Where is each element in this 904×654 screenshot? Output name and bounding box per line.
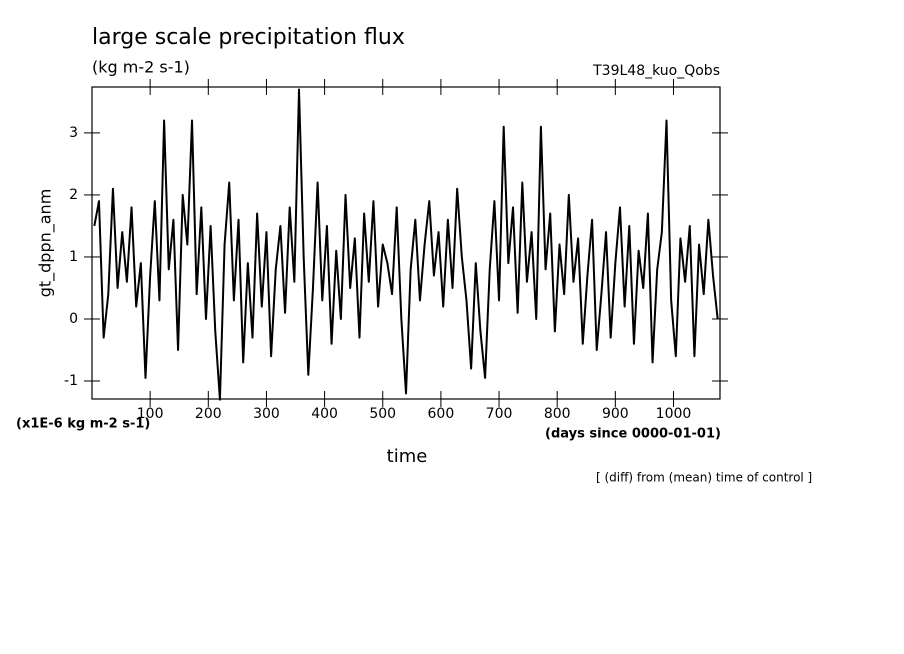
x-tick-label: 900	[602, 406, 629, 422]
y-tick-label: 1	[69, 249, 78, 265]
y-tick-label: 2	[69, 187, 78, 203]
y-axis-label: gt_dppn_anm	[36, 189, 56, 298]
subtitle: (kg m-2 s-1)	[92, 58, 190, 77]
note: [ (diff) from (mean) time of control ]	[596, 471, 812, 485]
y-tick-label: 3	[69, 125, 78, 141]
y-unit: (x1E-6 kg m-2 s-1)	[16, 417, 150, 432]
x-unit: (days since 0000-01-01)	[545, 427, 721, 442]
y-tick-label: -1	[64, 373, 78, 389]
x-tick-label: 700	[486, 406, 513, 422]
chart-title: large scale precipitation flux	[92, 25, 405, 50]
x-tick-label: 100	[137, 406, 164, 422]
x-tick-label: 200	[195, 406, 222, 422]
data-line	[93, 88, 719, 401]
x-axis-label: time	[387, 446, 428, 467]
x-tick-label: 800	[544, 406, 571, 422]
x-tick-label: 300	[253, 406, 280, 422]
x-tick-label: 400	[311, 406, 338, 422]
x-tick-label: 600	[428, 406, 455, 422]
plot-frame	[91, 86, 721, 400]
x-tick-label: 500	[369, 406, 396, 422]
x-tick-label: 1000	[656, 406, 692, 422]
run-label: T39L48_kuo_Qobs	[592, 63, 720, 79]
y-tick-label: 0	[69, 311, 78, 327]
